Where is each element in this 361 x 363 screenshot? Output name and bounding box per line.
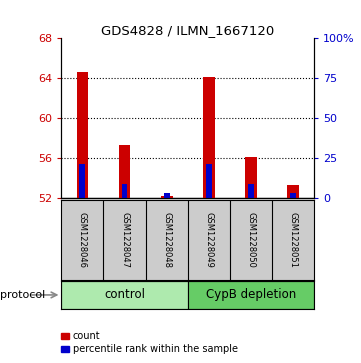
Text: GSM1228047: GSM1228047 (120, 212, 129, 268)
Text: GSM1228049: GSM1228049 (204, 212, 213, 268)
Bar (122, 184, 127, 198)
Text: GSM1228046: GSM1228046 (78, 212, 87, 268)
Bar (79, 164, 86, 198)
Text: control: control (104, 289, 145, 301)
Bar (287, 185, 299, 198)
Bar (77, 72, 88, 198)
Text: GSM1228051: GSM1228051 (288, 212, 297, 268)
Bar (203, 77, 215, 198)
Legend: count, percentile rank within the sample: count, percentile rank within the sample (59, 330, 240, 356)
Bar (188, 281, 314, 309)
Bar (161, 196, 173, 198)
Bar (164, 193, 170, 198)
Text: CypB depletion: CypB depletion (206, 289, 296, 301)
Bar (206, 164, 212, 198)
Bar (119, 145, 130, 198)
Text: GSM1228050: GSM1228050 (247, 212, 255, 268)
Bar (245, 157, 257, 198)
Bar (248, 184, 254, 198)
Text: GSM1228048: GSM1228048 (162, 212, 171, 268)
Title: GDS4828 / ILMN_1667120: GDS4828 / ILMN_1667120 (101, 24, 274, 37)
Bar (61, 281, 188, 309)
Text: protocol: protocol (0, 290, 45, 300)
Bar (290, 193, 296, 198)
